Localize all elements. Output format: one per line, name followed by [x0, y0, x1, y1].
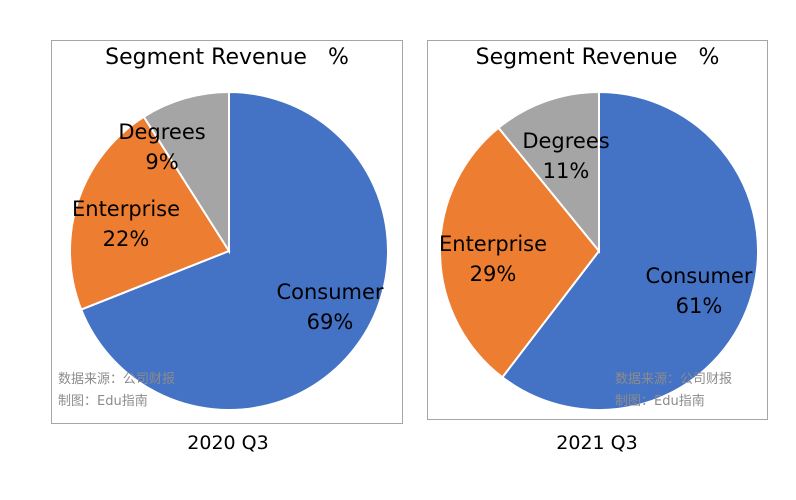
pie-slice-degrees	[497, 90, 600, 254]
slice-name-label: Enterprise	[439, 232, 547, 256]
slice-name-label: Enterprise	[72, 197, 180, 221]
source-line: 数据来源：公司财报	[58, 372, 176, 387]
pie-chart-2020-q3: Segment Revenue % Consumer 69% Enterprise 2…	[51, 40, 403, 424]
slice-value-label: 11%	[543, 159, 590, 183]
pie-slice-enterprise	[69, 115, 231, 311]
chart-title: Segment Revenue %	[105, 45, 349, 70]
slice-name-label: Degrees	[118, 120, 205, 144]
credit-line: 制图：Edu指南	[58, 394, 148, 409]
source-line: 数据来源：公司财报	[615, 372, 733, 387]
chart-caption-2020: 2020 Q3	[187, 432, 269, 454]
pie-svg: Consumer 69% Enterprise 22% Degrees 9%	[69, 90, 389, 411]
pie-slice-degrees	[142, 90, 230, 255]
credit-line: 制图：Edu指南	[615, 394, 705, 409]
slice-name-label: Consumer	[645, 264, 752, 288]
slice-name-label: Degrees	[522, 129, 609, 153]
slice-name-label: Consumer	[276, 280, 383, 304]
pie-chart-2021-q3: Segment Revenue % Consumer 61% Enterprise 2…	[427, 40, 768, 420]
slice-value-label: 9%	[145, 150, 178, 174]
chart-title: Segment Revenue %	[475, 45, 720, 70]
pie-slice-enterprise	[439, 126, 601, 379]
pie-slice-consumer	[79, 90, 389, 411]
slice-value-label: 61%	[676, 294, 723, 318]
source-note: 数据来源：公司财报 制图：Edu指南	[58, 369, 175, 413]
chart-caption-2021: 2021 Q3	[556, 432, 638, 454]
pie-slice-consumer	[500, 90, 759, 411]
source-note: 数据来源：公司财报 制图：Edu指南	[615, 369, 732, 413]
slice-value-label: 29%	[470, 262, 517, 286]
slice-value-label: 69%	[307, 310, 354, 334]
pie-svg: Consumer 61% Enterprise 29% Degrees 11%	[439, 90, 759, 411]
slice-value-label: 22%	[103, 227, 150, 251]
